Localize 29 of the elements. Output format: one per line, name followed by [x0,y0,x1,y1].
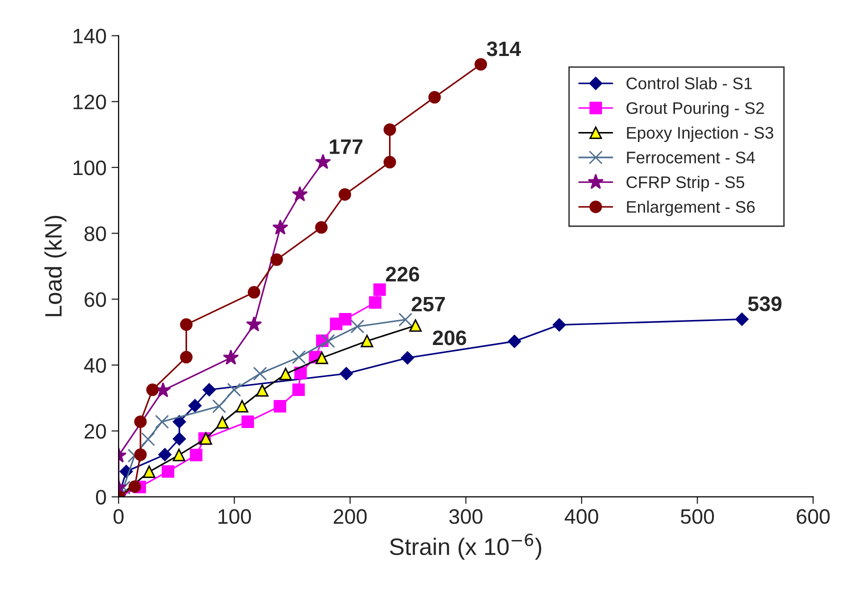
y-tick-label: 20 [84,424,106,439]
x-tick-label: 300 [449,509,482,524]
x-tick-label: 500 [680,509,714,524]
y-tick-label: 80 [84,226,106,242]
x-tick-label: 400 [564,509,598,524]
annotation: 314 [486,41,521,56]
legend-label: Enlargement - S6 [627,200,755,216]
legend-label: Control Slab - S1 [626,77,752,90]
y-tick-label: 120 [74,94,106,110]
y-tick-label: 60 [84,292,106,307]
y-tick-label: 100 [74,160,106,176]
x-axis-title: Strain (x 10$^{−6}$) [390,534,542,560]
annotation: 257 [412,296,445,312]
x-tick-label: 600 [796,509,830,524]
x-tick-label: 0 [114,509,124,524]
legend-label: Grout Pouring - S2 [626,102,764,118]
y-tick-label: 0 [96,490,106,505]
legend-label: Epoxy Injection - S3 [627,126,774,142]
annotation: 177 [330,140,362,154]
legend-label: Ferrocement - S4 [627,152,755,164]
legend-label: CFRP Strip - S5 [626,176,744,192]
annotation: 206 [432,330,466,346]
y-tick-label: 140 [74,28,106,44]
y-axis-title: Load (kN) [44,216,66,316]
annotation: 539 [748,296,782,312]
x-tick-label: 100 [218,509,251,524]
y-tick-label: 40 [84,358,106,373]
x-tick-label: 200 [334,509,367,524]
annotation: 226 [386,266,420,282]
